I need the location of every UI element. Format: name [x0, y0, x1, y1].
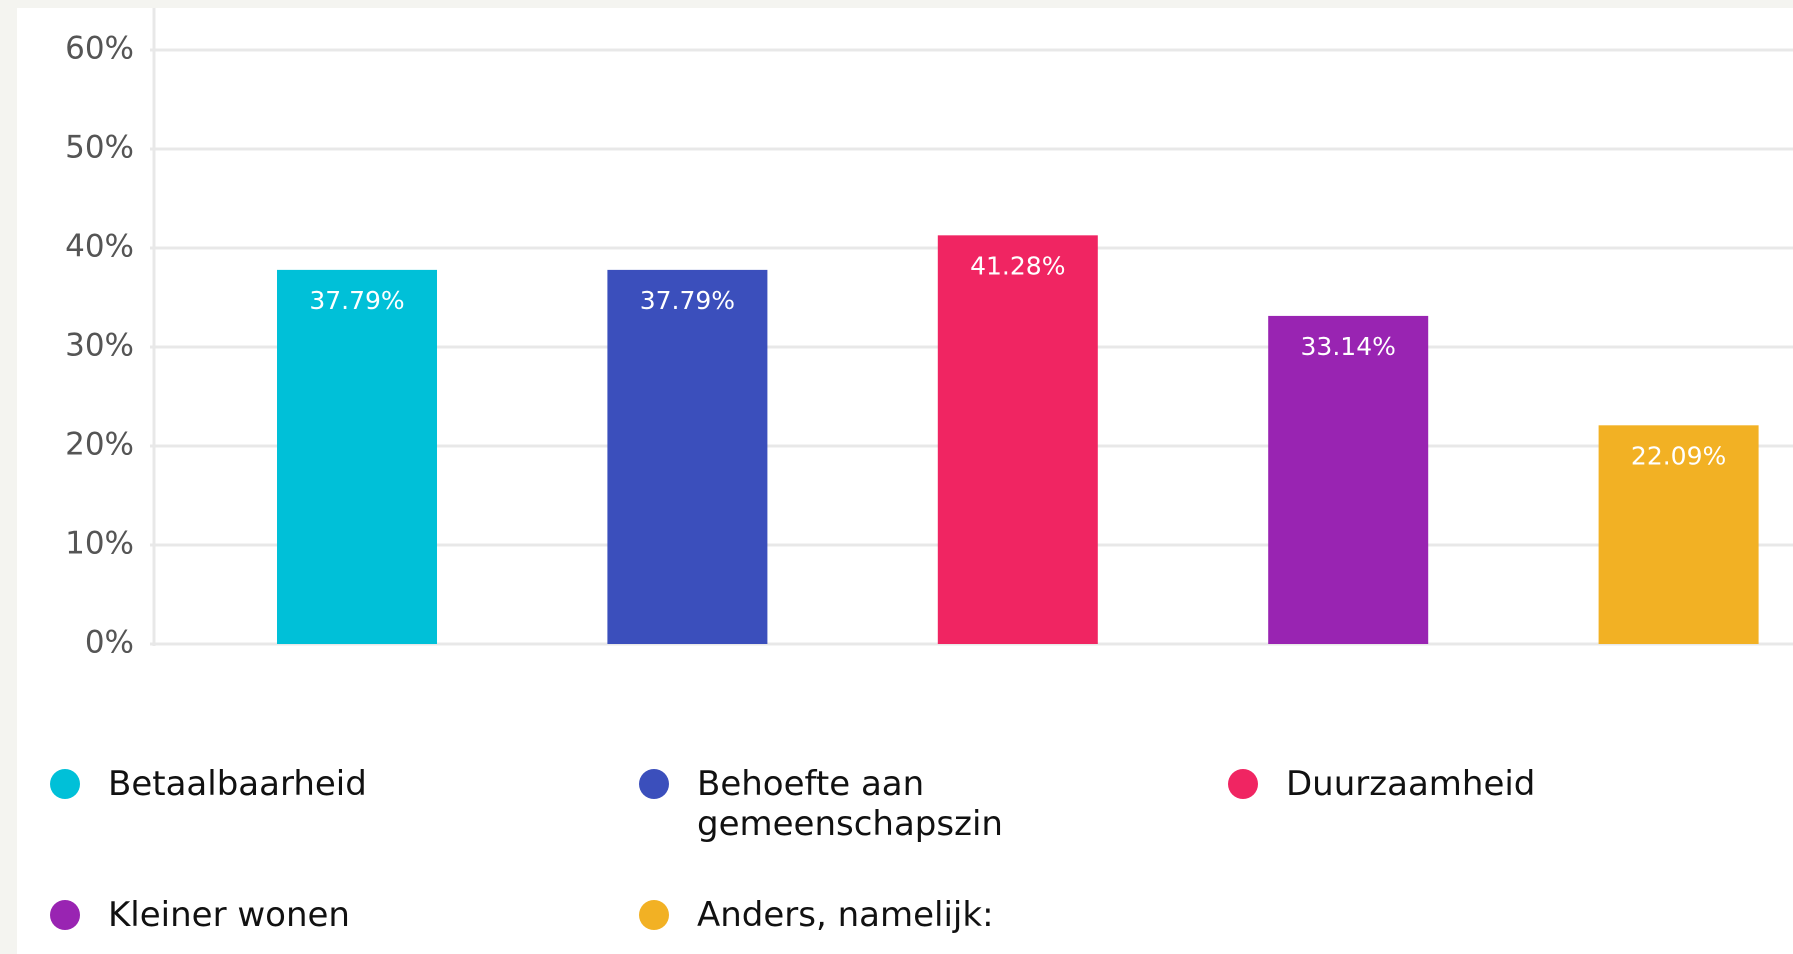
legend-label: Betaalbaarheid: [108, 764, 367, 804]
legend-item: Duurzaamheid: [1228, 764, 1616, 804]
y-tick-label: 40%: [65, 229, 134, 265]
legend-swatch: [50, 769, 80, 799]
legend-swatch: [50, 900, 80, 930]
legend-item: Betaalbaarheid: [50, 764, 438, 804]
data-label: 37.79%: [640, 286, 735, 315]
legend-swatch: [1228, 769, 1258, 799]
y-tick-label: 60%: [65, 31, 134, 67]
y-tick-label: 50%: [65, 130, 134, 166]
legend-label: Kleiner wonen: [108, 895, 350, 935]
bar: [1598, 425, 1759, 644]
legend-item: Behoefte aan gemeenschapszin: [639, 764, 1027, 844]
bar: [1268, 315, 1429, 644]
data-label: 41.28%: [970, 251, 1065, 280]
legend-label: Anders, namelijk:: [697, 895, 994, 935]
legend-label: Duurzaamheid: [1286, 764, 1536, 804]
y-tick-label: 10%: [65, 526, 134, 562]
legend-label: Behoefte aan gemeenschapszin: [697, 764, 1003, 844]
bar: [277, 269, 437, 644]
y-tick-label: 0%: [85, 625, 134, 661]
bar: [937, 235, 1098, 644]
legend-swatch: [639, 769, 669, 799]
legend-item: Kleiner wonen: [50, 895, 438, 935]
y-tick-label: 20%: [65, 427, 134, 463]
data-label: 22.09%: [1631, 441, 1726, 470]
legend-swatch: [639, 900, 669, 930]
legend-item: Anders, namelijk:: [639, 895, 1027, 935]
data-label: 37.79%: [309, 286, 404, 315]
y-tick-label: 30%: [65, 328, 134, 364]
data-label: 33.14%: [1301, 332, 1396, 361]
bar: [607, 269, 768, 644]
